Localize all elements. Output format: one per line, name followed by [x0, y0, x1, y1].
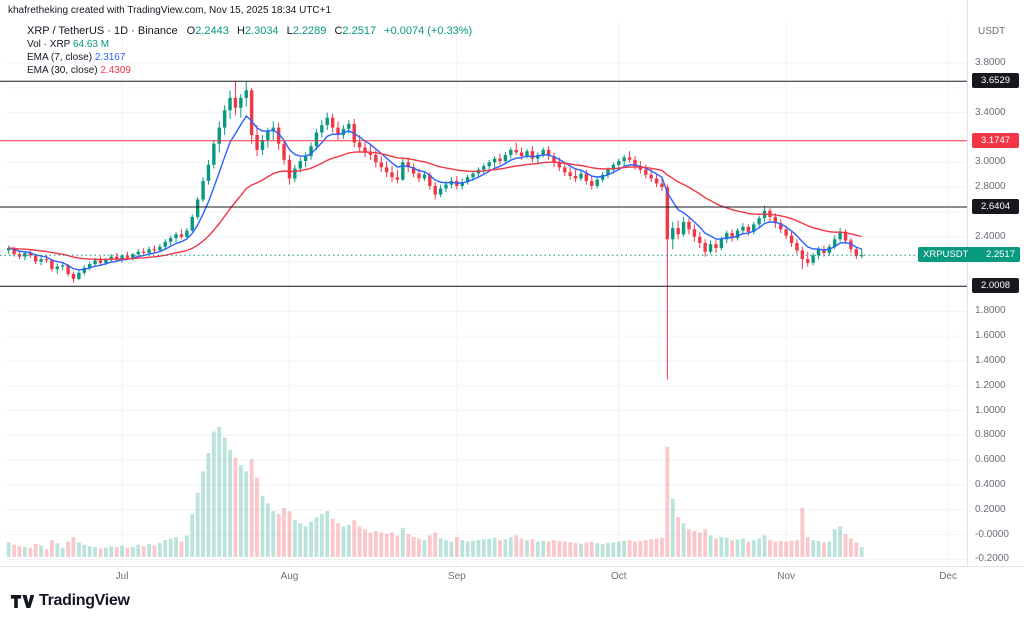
legend-ema30-row[interactable]: EMA (30, close) 2.4309	[27, 64, 472, 77]
ohlc-close: C2.2517	[334, 25, 377, 37]
time-axis-month-label: Dec	[939, 571, 957, 582]
price-axis[interactable]: USDT 3.8000 3.4000 3.0000 2.8000 2.4000 1.800…	[918, 0, 1024, 566]
price-tick-label: 2.8000	[975, 181, 1006, 193]
price-tick-label: 0.8000	[975, 429, 1006, 441]
ohlc-low: L2.2289	[286, 25, 327, 37]
tradingview-wordmark: TradingView	[39, 592, 130, 609]
ema7-value: 2.3167	[94, 52, 126, 63]
price-level-badge: 2.0008	[972, 278, 1019, 294]
price-tick-label: 0.6000	[975, 454, 1006, 466]
price-level-badge: 3.1747	[972, 132, 1019, 148]
time-axis-month-label: Aug	[280, 571, 299, 582]
ema7-label: EMA (7, close)	[27, 52, 93, 63]
current-price-badge: XRPUSDT 2.2517	[918, 247, 1020, 263]
price-level-badge: 2.6404	[972, 198, 1019, 214]
axis-currency-label: USDT	[978, 26, 1006, 37]
chart-legend: XRP / TetherUS · 1D · Binance O2.2443 H2…	[27, 25, 472, 77]
volume-label: Vol · XRP	[27, 39, 71, 50]
volume-value: 64.63 M	[72, 39, 110, 50]
ema30-value: 2.4309	[100, 65, 131, 76]
ohlc-high: H2.3034	[236, 25, 279, 37]
time-axis[interactable]: Jul Aug Sep Oct Nov Dec	[0, 566, 1024, 585]
price-tick-label: 3.4000	[975, 106, 1006, 118]
price-tick-label: 2.4000	[975, 230, 1006, 242]
price-tick-label: -0.0000	[975, 528, 1009, 540]
price-tick-label: 1.8000	[975, 305, 1006, 317]
price-tick-label: 3.8000	[975, 57, 1006, 69]
price-tick-label: 0.4000	[975, 478, 1006, 490]
price-level-badge: 3.6529	[972, 73, 1019, 89]
price-tick-label: 0.2000	[975, 503, 1006, 515]
time-axis-month-label: Nov	[777, 571, 796, 582]
legend-volume-row[interactable]: Vol · XRP 64.63 M	[27, 38, 472, 51]
time-axis-month-label: Sep	[447, 571, 466, 582]
price-tick-label: 1.4000	[975, 354, 1006, 366]
legend-symbol-row[interactable]: XRP / TetherUS · 1D · Binance O2.2443 H2…	[27, 25, 472, 38]
change-value: +0.0074 (+0.33%)	[384, 25, 473, 37]
time-axis-month-label: Jul	[115, 571, 129, 582]
price-tick-label: 3.0000	[975, 156, 1006, 168]
price-tick-label: 1.6000	[975, 330, 1006, 342]
tradingview-footer: TradingView	[10, 592, 130, 610]
ema30-label: EMA (30, close)	[27, 65, 98, 76]
attribution-text: khafretheking created with TradingView.c…	[8, 5, 332, 16]
symbol-title: XRP / TetherUS · 1D · Binance	[27, 25, 178, 37]
tradingview-logo-icon	[10, 595, 34, 609]
price-tick-label: 1.0000	[975, 404, 1006, 416]
price-tick-label: 1.2000	[975, 379, 1006, 391]
price-tick-label: -0.2000	[975, 553, 1009, 565]
ohlc-open: O2.2443	[186, 25, 229, 37]
time-axis-month-label: Oct	[610, 571, 627, 582]
legend-ema7-row[interactable]: EMA (7, close) 2.3167	[27, 51, 472, 64]
